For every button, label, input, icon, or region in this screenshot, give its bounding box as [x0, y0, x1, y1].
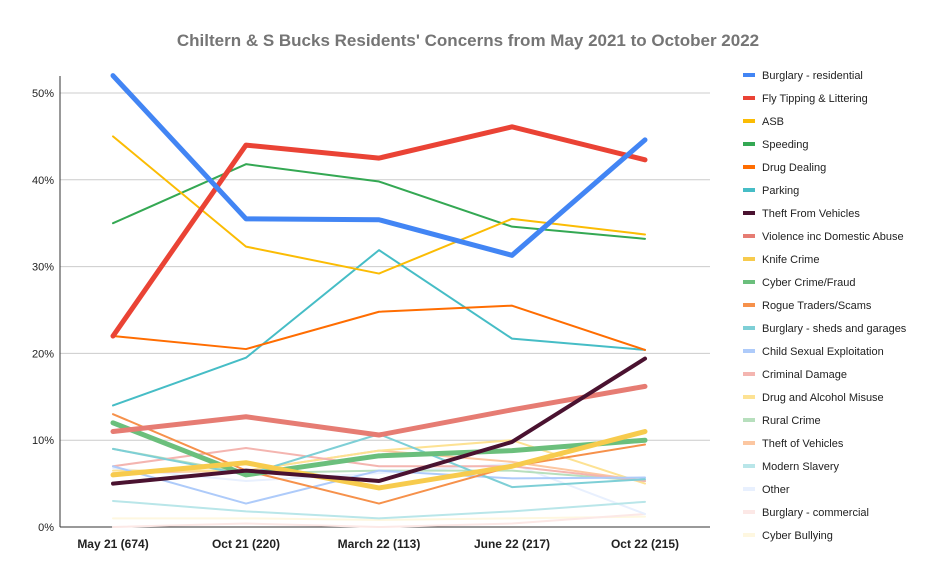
- legend-label: Burglary - sheds and garages: [762, 323, 907, 335]
- x-tick-label: Oct 22 (215): [611, 537, 679, 551]
- y-tick-label: 40%: [32, 175, 54, 187]
- legend-swatch: [743, 73, 755, 77]
- legend-item[interactable]: Parking: [743, 185, 799, 197]
- legend-item[interactable]: Rural Crime: [743, 415, 821, 427]
- legend-swatch: [743, 418, 755, 422]
- legend-item[interactable]: Theft of Vehicles: [743, 438, 844, 450]
- legend-swatch: [743, 165, 755, 169]
- y-tick-label: 30%: [32, 262, 54, 274]
- legend-swatch: [743, 510, 755, 514]
- series-line-child-sexual-exploitation: [112, 465, 646, 505]
- legend-swatch: [743, 395, 755, 399]
- legend-label: Speeding: [762, 139, 809, 151]
- legend-label: Criminal Damage: [762, 369, 847, 381]
- legend-label: Theft From Vehicles: [762, 208, 860, 220]
- legend-label: Knife Crime: [762, 254, 819, 266]
- legend-swatch: [743, 533, 755, 537]
- legend-item[interactable]: Drug and Alcohol Misuse: [743, 392, 884, 404]
- series-line-rogue-traders-scams: [112, 413, 646, 505]
- legend-swatch: [743, 326, 755, 330]
- y-tick-label: 50%: [32, 88, 54, 100]
- series-line-fly-tipping-littering: [110, 124, 648, 339]
- legend-swatch: [743, 464, 755, 468]
- series-line-drug-dealing: [112, 304, 646, 351]
- legend-swatch: [743, 142, 755, 146]
- series-line-knife-crime: [110, 429, 648, 491]
- series-line-speeding: [112, 163, 646, 240]
- legend-item[interactable]: Cyber Bullying: [743, 530, 833, 542]
- legend-item[interactable]: ASB: [743, 116, 784, 128]
- legend-label: Rural Crime: [762, 415, 821, 427]
- x-tick-label: Oct 21 (220): [212, 537, 280, 551]
- legend-item[interactable]: Modern Slavery: [743, 461, 840, 473]
- x-tick-label: March 22 (113): [338, 537, 421, 551]
- legend-label: Fly Tipping & Littering: [762, 93, 868, 105]
- legend-swatch: [743, 96, 755, 100]
- legend-item[interactable]: Theft From Vehicles: [743, 208, 860, 220]
- legend-label: Parking: [762, 185, 799, 197]
- legend-label: Child Sexual Exploitation: [762, 346, 884, 358]
- legend-item[interactable]: Cyber Crime/Fraud: [743, 277, 856, 289]
- y-tick-label: 0%: [38, 522, 54, 534]
- chart-title: Chiltern & S Bucks Residents' Concerns f…: [177, 31, 759, 50]
- legend-label: Burglary - commercial: [762, 507, 869, 519]
- legend-item[interactable]: Burglary - commercial: [743, 507, 869, 519]
- legend-label: Modern Slavery: [762, 461, 840, 473]
- legend-item[interactable]: Fly Tipping & Littering: [743, 93, 868, 105]
- legend-swatch: [743, 441, 755, 445]
- legend-item[interactable]: Other: [743, 484, 790, 496]
- series-line-violence-inc-domestic-abuse: [110, 383, 648, 438]
- x-tick-label: June 22 (217): [474, 537, 550, 551]
- legend-swatch: [743, 280, 755, 284]
- legend-swatch: [743, 234, 755, 238]
- legend-label: Burglary - residential: [762, 70, 863, 82]
- legend-swatch: [743, 119, 755, 123]
- series-line-criminal-damage: [112, 447, 646, 482]
- legend-label: ASB: [762, 116, 784, 128]
- legend-swatch: [743, 211, 755, 215]
- legend-item[interactable]: Speeding: [743, 139, 809, 151]
- legend-item[interactable]: Burglary - residential: [743, 70, 863, 82]
- x-tick-label: May 21 (674): [77, 537, 148, 551]
- legend-item[interactable]: Child Sexual Exploitation: [743, 346, 884, 358]
- series-line-burglary-residential: [110, 73, 648, 258]
- y-tick-label: 10%: [32, 435, 54, 447]
- legend-item[interactable]: Burglary - sheds and garages: [743, 323, 907, 335]
- legend-swatch: [743, 188, 755, 192]
- series-line-cyber-crime-fraud: [110, 420, 648, 478]
- y-tick-label: 20%: [32, 348, 54, 360]
- legend-swatch: [743, 372, 755, 376]
- legend-label: Drug Dealing: [762, 162, 826, 174]
- legend-label: Other: [762, 484, 790, 496]
- legend-item[interactable]: Violence inc Domestic Abuse: [743, 231, 904, 243]
- series-line-theft-from-vehicles: [111, 356, 647, 486]
- series-line-cyber-bullying: [112, 515, 646, 522]
- legend-label: Drug and Alcohol Misuse: [762, 392, 884, 404]
- legend-swatch: [743, 257, 755, 261]
- legend-swatch: [743, 487, 755, 491]
- legend-label: Violence inc Domestic Abuse: [762, 231, 904, 243]
- legend-item[interactable]: Rogue Traders/Scams: [743, 300, 872, 312]
- legend-item[interactable]: Knife Crime: [743, 254, 819, 266]
- series-line-parking: [112, 249, 646, 407]
- legend-label: Cyber Bullying: [762, 530, 833, 542]
- legend-item[interactable]: Drug Dealing: [743, 162, 826, 174]
- legend-label: Rogue Traders/Scams: [762, 300, 872, 312]
- series-line-burglary-commercial: [112, 512, 646, 528]
- legend-swatch: [743, 303, 755, 307]
- legend-swatch: [743, 349, 755, 353]
- legend-label: Theft of Vehicles: [762, 438, 844, 450]
- legend-item[interactable]: Criminal Damage: [743, 369, 847, 381]
- series-line-modern-slavery: [112, 499, 646, 520]
- legend-label: Cyber Crime/Fraud: [762, 277, 856, 289]
